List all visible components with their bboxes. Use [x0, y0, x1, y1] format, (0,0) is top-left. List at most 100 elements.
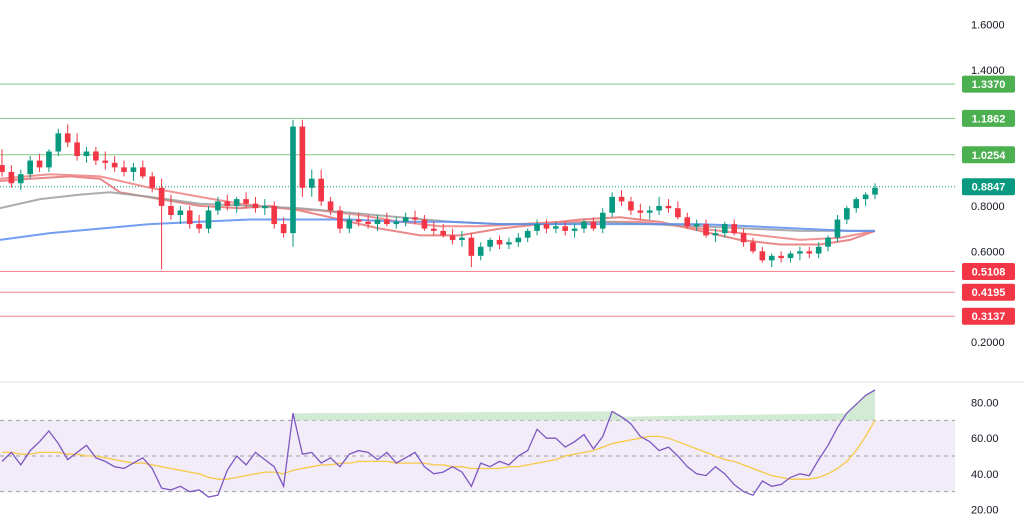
- candlestick[interactable]: [449, 228, 456, 245]
- candlestick[interactable]: [534, 219, 540, 236]
- price-axis[interactable]: 1.6000 1.4000 0.8000 0.6000 0.2000: [971, 20, 1005, 350]
- candlestick[interactable]: [158, 178, 165, 270]
- candlestick[interactable]: [721, 221, 728, 238]
- candlestick[interactable]: [252, 196, 259, 213]
- candlestick[interactable]: [581, 219, 587, 234]
- candlestick[interactable]: [430, 221, 437, 236]
- candlestick[interactable]: [862, 192, 869, 206]
- candlestick[interactable]: [656, 196, 662, 215]
- candlestick[interactable]: [308, 169, 315, 197]
- candlestick[interactable]: [121, 160, 127, 177]
- rsi-pane[interactable]: 80.00 60.00 40.00 20.00: [0, 389, 999, 517]
- candlestick[interactable]: [0, 149, 5, 177]
- candlestick[interactable]: [402, 212, 409, 227]
- candlestick[interactable]: [778, 251, 784, 263]
- candlestick[interactable]: [477, 242, 484, 261]
- candlestick[interactable]: [318, 169, 324, 206]
- candlestick[interactable]: [262, 199, 268, 215]
- candlestick[interactable]: [280, 217, 287, 238]
- candlestick[interactable]: [590, 217, 597, 231]
- candlestick[interactable]: [684, 212, 691, 229]
- candlestick[interactable]: [815, 242, 822, 259]
- candlestick[interactable]: [618, 190, 625, 206]
- candlestick[interactable]: [290, 119, 296, 247]
- candlestick[interactable]: [440, 224, 447, 238]
- candlestick[interactable]: [224, 194, 231, 211]
- candlestick[interactable]: [299, 119, 306, 197]
- candlestick[interactable]: [609, 192, 615, 218]
- candlestick[interactable]: [412, 210, 418, 225]
- candlestick[interactable]: [130, 162, 137, 181]
- candlestick[interactable]: [233, 196, 240, 213]
- candlestick[interactable]: [872, 183, 878, 200]
- candlestick[interactable]: [797, 246, 803, 261]
- candlestick[interactable]: [271, 201, 278, 229]
- candlestick[interactable]: [825, 235, 831, 252]
- candlestick[interactable]: [421, 215, 428, 231]
- candlestick[interactable]: [787, 251, 794, 263]
- candlestick[interactable]: [759, 246, 766, 263]
- candlestick[interactable]: [844, 205, 850, 225]
- candlestick[interactable]: [675, 201, 681, 220]
- candlestick[interactable]: [740, 228, 747, 247]
- candlestick[interactable]: [205, 205, 212, 234]
- rsi-axis[interactable]: 80.00 60.00 40.00 20.00: [971, 398, 999, 517]
- candlestick[interactable]: [139, 160, 146, 179]
- candlestick[interactable]: [543, 219, 550, 234]
- candlestick[interactable]: [346, 215, 353, 234]
- candlesticks[interactable]: [0, 119, 878, 270]
- candlestick[interactable]: [506, 237, 512, 250]
- price-pane[interactable]: 1.6000 1.4000 0.8000 0.6000 0.2000 1.3370 1.1…: [0, 20, 1015, 350]
- candlestick[interactable]: [337, 205, 343, 234]
- candlestick[interactable]: [628, 196, 634, 215]
- candlestick[interactable]: [750, 237, 756, 254]
- candlestick[interactable]: [93, 146, 99, 166]
- candlestick[interactable]: [768, 253, 775, 268]
- candlestick[interactable]: [384, 212, 390, 227]
- candlestick[interactable]: [468, 233, 475, 268]
- candlestick[interactable]: [703, 219, 709, 238]
- candlestick[interactable]: [393, 217, 400, 229]
- candlestick[interactable]: [327, 196, 334, 215]
- candlestick[interactable]: [571, 224, 578, 238]
- candlestick[interactable]: [459, 230, 465, 247]
- candlestick[interactable]: [149, 171, 156, 193]
- candlestick[interactable]: [374, 215, 381, 231]
- candlestick[interactable]: [196, 215, 202, 234]
- candlestick[interactable]: [74, 133, 80, 161]
- candlestick[interactable]: [17, 169, 24, 191]
- candlestick[interactable]: [806, 246, 813, 259]
- candlestick[interactable]: [36, 153, 43, 172]
- candlestick[interactable]: [83, 146, 90, 163]
- candlestick[interactable]: [487, 237, 493, 252]
- candlestick[interactable]: [646, 205, 653, 220]
- candlestick[interactable]: [599, 208, 606, 234]
- candlestick[interactable]: [27, 156, 33, 179]
- candlestick[interactable]: [553, 221, 559, 234]
- candlestick[interactable]: [834, 215, 841, 243]
- candlestick[interactable]: [693, 219, 700, 231]
- candlestick[interactable]: [665, 199, 672, 213]
- candlestick[interactable]: [243, 192, 249, 209]
- candlestick[interactable]: [365, 215, 371, 229]
- candlestick[interactable]: [186, 205, 193, 229]
- candlestick[interactable]: [731, 219, 738, 236]
- candlestick[interactable]: [496, 235, 503, 250]
- candlestick[interactable]: [55, 128, 62, 157]
- candlestick[interactable]: [355, 212, 362, 227]
- candlestick[interactable]: [215, 196, 221, 215]
- candlestick[interactable]: [853, 196, 860, 213]
- candlestick[interactable]: [64, 124, 71, 147]
- candlestick[interactable]: [8, 165, 15, 188]
- candlestick[interactable]: [515, 233, 522, 247]
- candlestick[interactable]: [712, 228, 719, 243]
- candlestick[interactable]: [562, 221, 569, 236]
- candlestick[interactable]: [111, 156, 118, 172]
- candlestick[interactable]: [177, 205, 184, 225]
- candlestick[interactable]: [102, 151, 109, 170]
- candlestick[interactable]: [168, 194, 174, 220]
- candlestick[interactable]: [524, 228, 531, 243]
- candlestick[interactable]: [46, 149, 52, 172]
- candlestick[interactable]: [637, 203, 644, 220]
